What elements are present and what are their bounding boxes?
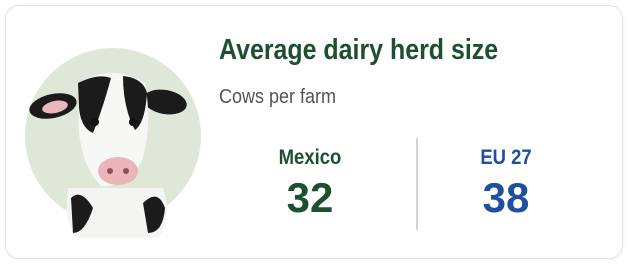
cow-illustration [23,38,223,238]
divider [416,138,418,230]
title: Average dairy herd size [219,34,498,67]
stat-label: Mexico [240,146,381,170]
stat-value: 38 [426,174,586,222]
subtitle: Cows per farm [219,86,336,109]
card: Average dairy herd size Cows per farm Me… [5,5,623,259]
stat: EU 27 38 [426,146,586,222]
stat-label: EU 27 [436,146,577,170]
stat: Mexico 32 [230,146,390,222]
stat-value: 32 [230,174,390,222]
